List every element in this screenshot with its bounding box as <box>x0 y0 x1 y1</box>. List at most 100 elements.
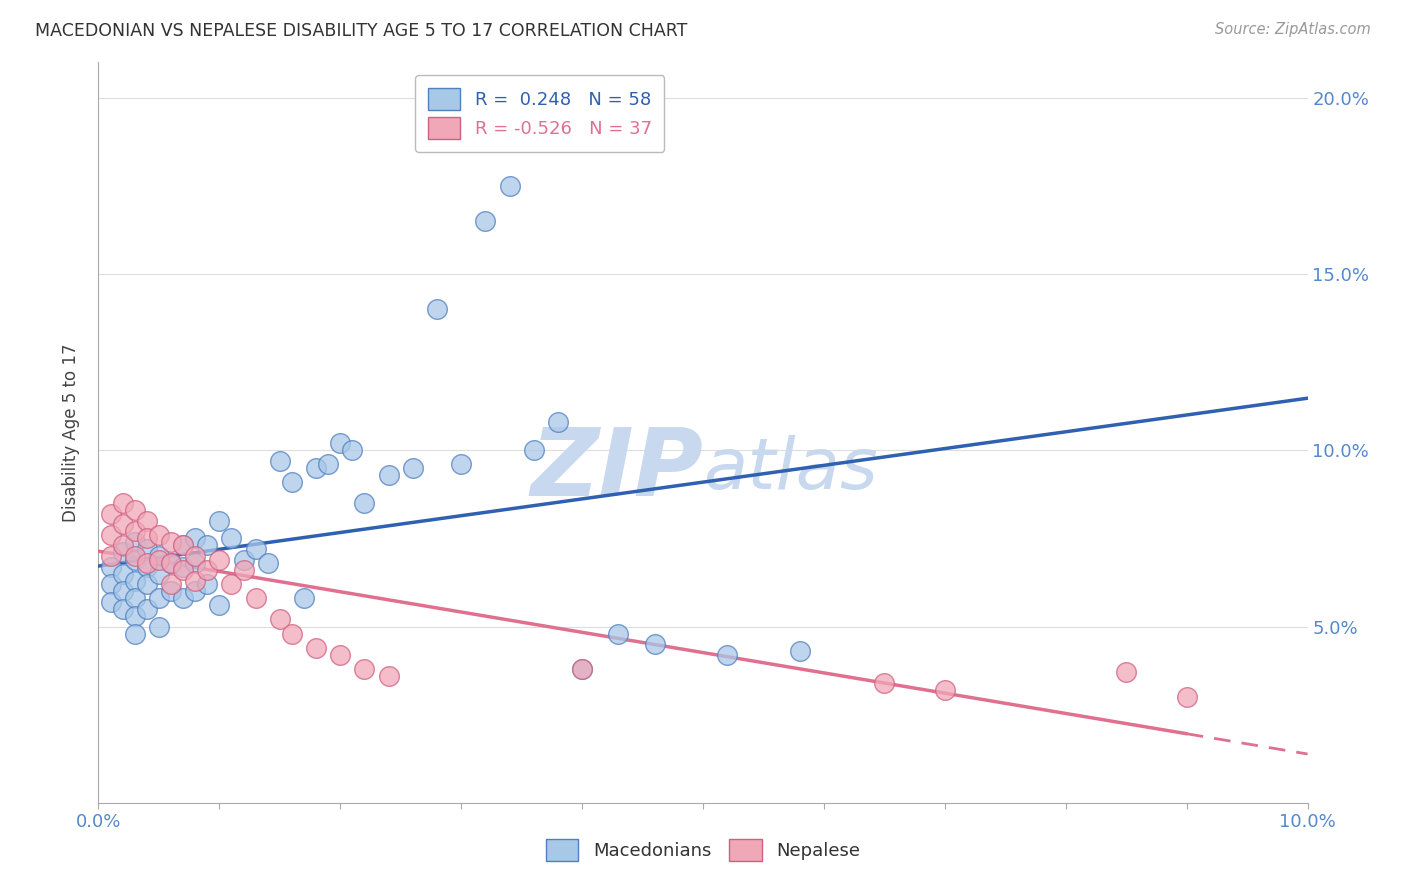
Point <box>135 577 157 591</box>
Point <box>195 538 218 552</box>
Point <box>221 532 243 546</box>
Point <box>135 532 157 546</box>
Point <box>172 559 194 574</box>
Legend: Macedonians, Nepalese: Macedonians, Nepalese <box>538 831 868 868</box>
Point <box>353 496 375 510</box>
Point <box>523 443 546 458</box>
Point <box>208 514 231 528</box>
Point <box>100 507 122 521</box>
Point <box>124 609 146 624</box>
Point <box>571 662 593 676</box>
Point <box>195 563 218 577</box>
Y-axis label: Disability Age 5 to 17: Disability Age 5 to 17 <box>62 343 80 522</box>
Point <box>450 458 472 472</box>
Point <box>305 640 328 655</box>
Text: ZIP: ZIP <box>530 424 703 516</box>
Point <box>184 574 207 588</box>
Point <box>148 591 170 606</box>
Point <box>172 538 194 552</box>
Point <box>172 538 194 552</box>
Point <box>184 556 207 570</box>
Point <box>124 574 146 588</box>
Point <box>100 595 122 609</box>
Point <box>160 584 183 599</box>
Point <box>124 591 146 606</box>
Point <box>292 591 315 606</box>
Point <box>160 577 183 591</box>
Point <box>111 602 134 616</box>
Point <box>1175 690 1198 704</box>
Point <box>232 552 254 566</box>
Point <box>281 626 304 640</box>
Point <box>934 683 956 698</box>
Point <box>124 549 146 563</box>
Point <box>148 528 170 542</box>
Point <box>124 535 146 549</box>
Point <box>135 514 157 528</box>
Point <box>644 637 666 651</box>
Point <box>148 549 170 563</box>
Point <box>111 496 134 510</box>
Point <box>281 475 304 489</box>
Point <box>498 178 520 193</box>
Text: atlas: atlas <box>703 435 877 504</box>
Point <box>148 566 170 581</box>
Point <box>111 584 134 599</box>
Point <box>124 503 146 517</box>
Point <box>208 599 231 613</box>
Point <box>789 644 811 658</box>
Point <box>221 577 243 591</box>
Point <box>316 458 339 472</box>
Point <box>208 552 231 566</box>
Point <box>426 302 449 317</box>
Point <box>111 566 134 581</box>
Point <box>111 538 134 552</box>
Point <box>547 415 569 429</box>
Point <box>342 443 364 458</box>
Point <box>124 626 146 640</box>
Point <box>160 556 183 570</box>
Point <box>172 591 194 606</box>
Point <box>124 524 146 539</box>
Point <box>135 559 157 574</box>
Point <box>184 549 207 563</box>
Point <box>135 556 157 570</box>
Point <box>111 545 134 559</box>
Point <box>329 648 352 662</box>
Point <box>135 541 157 556</box>
Point <box>232 563 254 577</box>
Point <box>160 535 183 549</box>
Point <box>716 648 738 662</box>
Point <box>245 541 267 556</box>
Point <box>195 577 218 591</box>
Text: Source: ZipAtlas.com: Source: ZipAtlas.com <box>1215 22 1371 37</box>
Point <box>353 662 375 676</box>
Point <box>269 612 291 626</box>
Point <box>571 662 593 676</box>
Point <box>100 549 122 563</box>
Point <box>148 619 170 633</box>
Point <box>124 552 146 566</box>
Text: MACEDONIAN VS NEPALESE DISABILITY AGE 5 TO 17 CORRELATION CHART: MACEDONIAN VS NEPALESE DISABILITY AGE 5 … <box>35 22 688 40</box>
Point <box>160 556 183 570</box>
Point <box>100 528 122 542</box>
Point <box>377 467 399 482</box>
Point <box>111 517 134 532</box>
Point <box>148 552 170 566</box>
Point <box>269 454 291 468</box>
Point <box>873 676 896 690</box>
Point <box>184 584 207 599</box>
Point <box>256 556 278 570</box>
Point <box>100 559 122 574</box>
Point <box>402 461 425 475</box>
Point <box>607 626 630 640</box>
Point <box>135 602 157 616</box>
Point <box>184 532 207 546</box>
Point <box>377 669 399 683</box>
Point <box>1115 665 1137 680</box>
Point <box>305 461 328 475</box>
Point <box>474 214 496 228</box>
Point <box>245 591 267 606</box>
Point <box>100 577 122 591</box>
Point <box>172 563 194 577</box>
